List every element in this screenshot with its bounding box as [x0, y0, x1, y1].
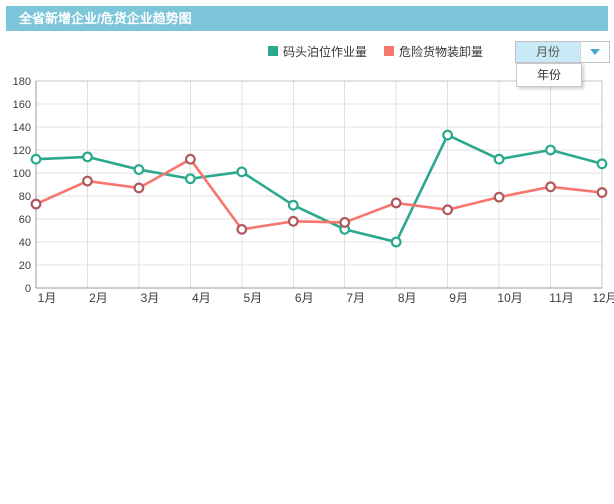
period-select[interactable]: 月份 [515, 41, 610, 63]
data-point [442, 129, 454, 141]
svg-text:3月: 3月 [141, 291, 160, 305]
data-point [236, 223, 248, 235]
legend-label: 码头泊位作业量 [283, 44, 368, 59]
data-point [596, 158, 608, 170]
data-point [545, 144, 556, 156]
svg-text:9月: 9月 [449, 291, 468, 305]
svg-text:7月: 7月 [346, 291, 365, 305]
data-point [287, 215, 299, 227]
svg-text:40: 40 [19, 237, 31, 249]
data-point [390, 197, 402, 209]
svg-text:160: 160 [13, 99, 31, 111]
svg-text:1月: 1月 [38, 291, 57, 305]
markers-series-0 [30, 129, 608, 248]
svg-text:140: 140 [13, 122, 31, 134]
line-series-0 [34, 133, 604, 244]
data-point [545, 181, 556, 193]
data-point [236, 166, 248, 178]
svg-text:60: 60 [19, 214, 31, 226]
chart-legend: 码头泊位作业量 危险货物装卸量 [268, 43, 500, 59]
trend-line-chart: 0 20 40 60 80 100 120 140 160 180 1月 2月 3月 4月 5月 6月 7月 8月… [13, 76, 614, 305]
svg-text:80: 80 [19, 191, 31, 203]
data-point [30, 198, 42, 210]
svg-text:100: 100 [13, 168, 31, 180]
legend-label: 危险货物装卸量 [399, 44, 484, 59]
data-point [596, 187, 608, 198]
data-point [493, 191, 505, 203]
svg-text:8月: 8月 [398, 291, 417, 305]
data-point [133, 182, 145, 194]
period-option-year[interactable]: 年份 [536, 68, 561, 82]
data-point [133, 164, 145, 175]
data-point [82, 151, 93, 163]
data-point [390, 236, 402, 248]
markers-series-1 [30, 153, 608, 235]
data-point [184, 153, 196, 165]
svg-text:20: 20 [19, 260, 31, 272]
svg-text:180: 180 [13, 76, 31, 88]
legend-swatch-red [384, 46, 395, 56]
svg-text:2月: 2月 [89, 291, 108, 305]
legend-item-dangerous-cargo[interactable]: 危险货物装卸量 [384, 43, 483, 60]
svg-text:6月: 6月 [295, 291, 314, 305]
line-series-1 [34, 157, 604, 231]
data-point [82, 175, 93, 187]
plot-border [35, 80, 603, 289]
data-point [287, 199, 299, 211]
data-point [493, 153, 505, 165]
svg-text:5月: 5月 [243, 291, 262, 305]
svg-text:0: 0 [25, 283, 31, 295]
svg-text:120: 120 [13, 145, 31, 157]
svg-text:4月: 4月 [192, 291, 211, 305]
data-point [184, 173, 196, 185]
chevron-down-icon [590, 49, 600, 55]
panel-title-bar: 全省新增企业/危货企业趋势图 [6, 6, 608, 31]
period-select-arrow-button[interactable] [580, 42, 609, 62]
period-select-value[interactable]: 月份 [516, 42, 580, 62]
data-point [442, 204, 454, 216]
svg-text:12月: 12月 [592, 291, 614, 305]
page-title: 全省新增企业/危货企业趋势图 [19, 11, 192, 26]
data-point [339, 217, 351, 228]
svg-text:10月: 10月 [497, 291, 522, 305]
y-axis-labels: 0 20 40 60 80 100 120 140 160 180 [13, 76, 31, 295]
svg-text:11月: 11月 [549, 291, 573, 305]
legend-item-berth-throughput[interactable]: 码头泊位作业量 [268, 43, 367, 60]
period-select-dropdown: 年份 [516, 63, 582, 87]
data-point [30, 153, 42, 165]
legend-swatch-teal [268, 46, 278, 56]
x-axis-labels: 1月 2月 3月 4月 5月 6月 7月 8月 9月 10月 11月 12月 [38, 291, 614, 305]
